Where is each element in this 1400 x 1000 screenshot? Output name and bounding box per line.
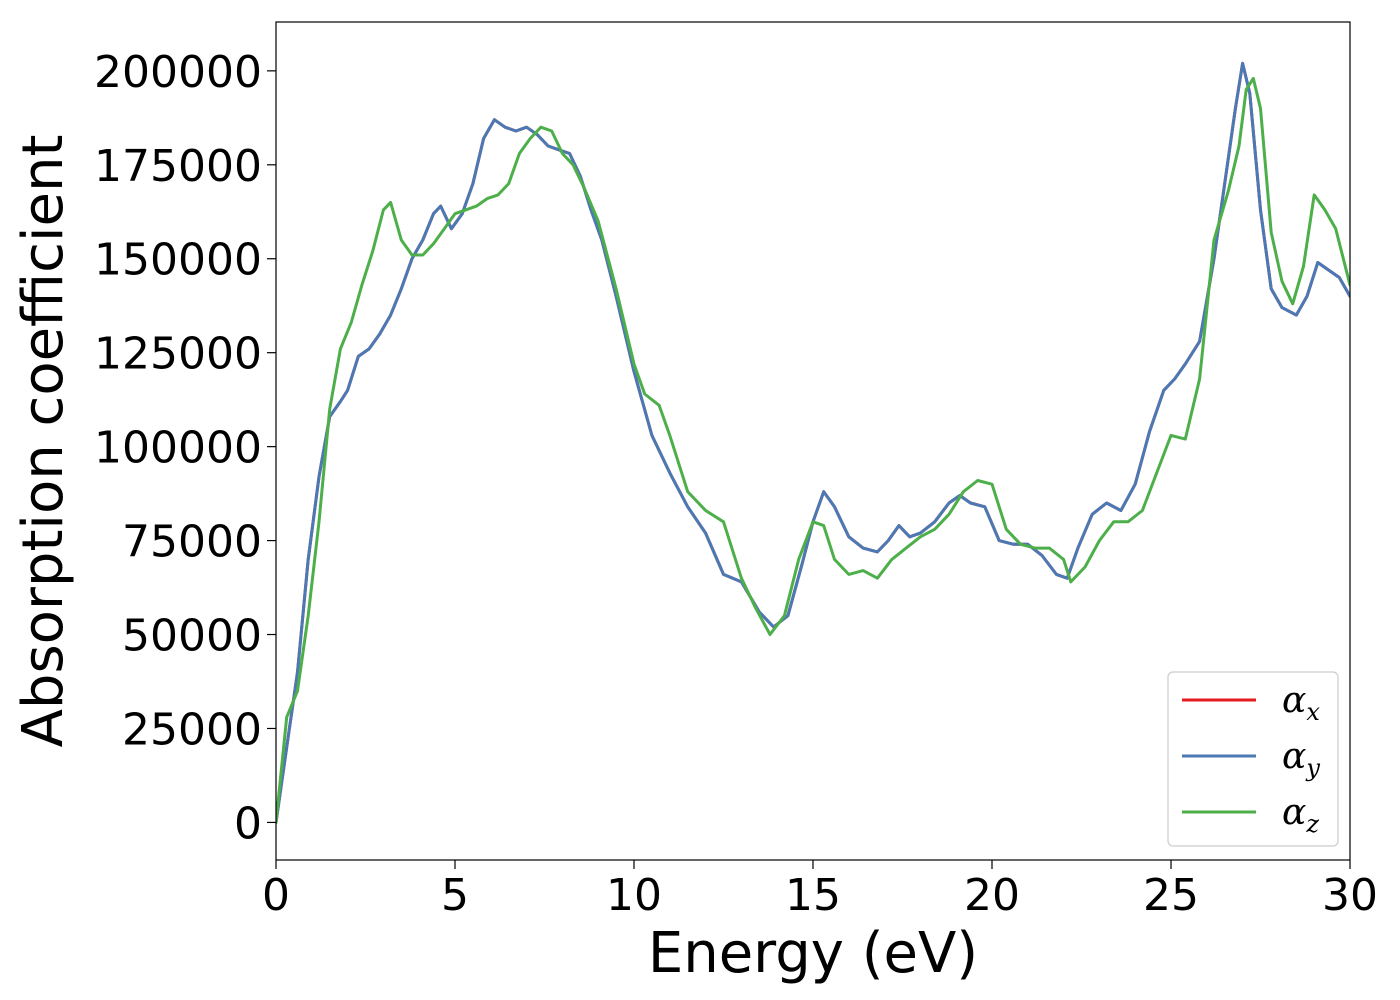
legend-item-y: αy bbox=[1182, 736, 1320, 782]
y-tick-label: 0 bbox=[234, 798, 262, 849]
legend-label: αx bbox=[1282, 680, 1320, 726]
y-tick-label: 200000 bbox=[94, 47, 262, 98]
x-tick-label: 25 bbox=[1143, 870, 1199, 921]
x-tick-label: 10 bbox=[606, 870, 662, 921]
x-tick-label: 30 bbox=[1322, 870, 1378, 921]
x-tick-label: 15 bbox=[785, 870, 841, 921]
legend-box bbox=[1167, 671, 1339, 847]
y-tick-label: 125000 bbox=[94, 329, 262, 380]
y-ticks: 0 25000 50000 75000 100000 125000 150000 175000… bbox=[94, 47, 276, 849]
y-axis-label: Absorption coefficient bbox=[11, 135, 76, 748]
legend-label: αz bbox=[1282, 792, 1319, 838]
y-tick-label: 150000 bbox=[94, 235, 262, 286]
y-tick-label: 25000 bbox=[122, 704, 262, 755]
x-ticks: 0 5 10 15 20 25 30 bbox=[262, 860, 1378, 921]
y-tick-label: 50000 bbox=[122, 611, 262, 662]
legend-item-x: αx bbox=[1182, 680, 1320, 726]
legend-item-z: αz bbox=[1182, 792, 1319, 838]
legend-label: αy bbox=[1282, 736, 1320, 782]
series-line-z bbox=[276, 76, 1350, 824]
y-tick-label: 175000 bbox=[94, 141, 262, 192]
x-tick-label: 0 bbox=[262, 870, 290, 921]
x-tick-label: 20 bbox=[964, 870, 1020, 921]
legend: αx αy αz bbox=[1167, 671, 1339, 847]
x-tick-label: 5 bbox=[441, 870, 469, 921]
y-tick-label: 100000 bbox=[94, 423, 262, 474]
y-tick-label: 75000 bbox=[122, 517, 262, 568]
x-axis-label: Energy (eV) bbox=[648, 921, 978, 986]
series-layer bbox=[276, 61, 1350, 824]
